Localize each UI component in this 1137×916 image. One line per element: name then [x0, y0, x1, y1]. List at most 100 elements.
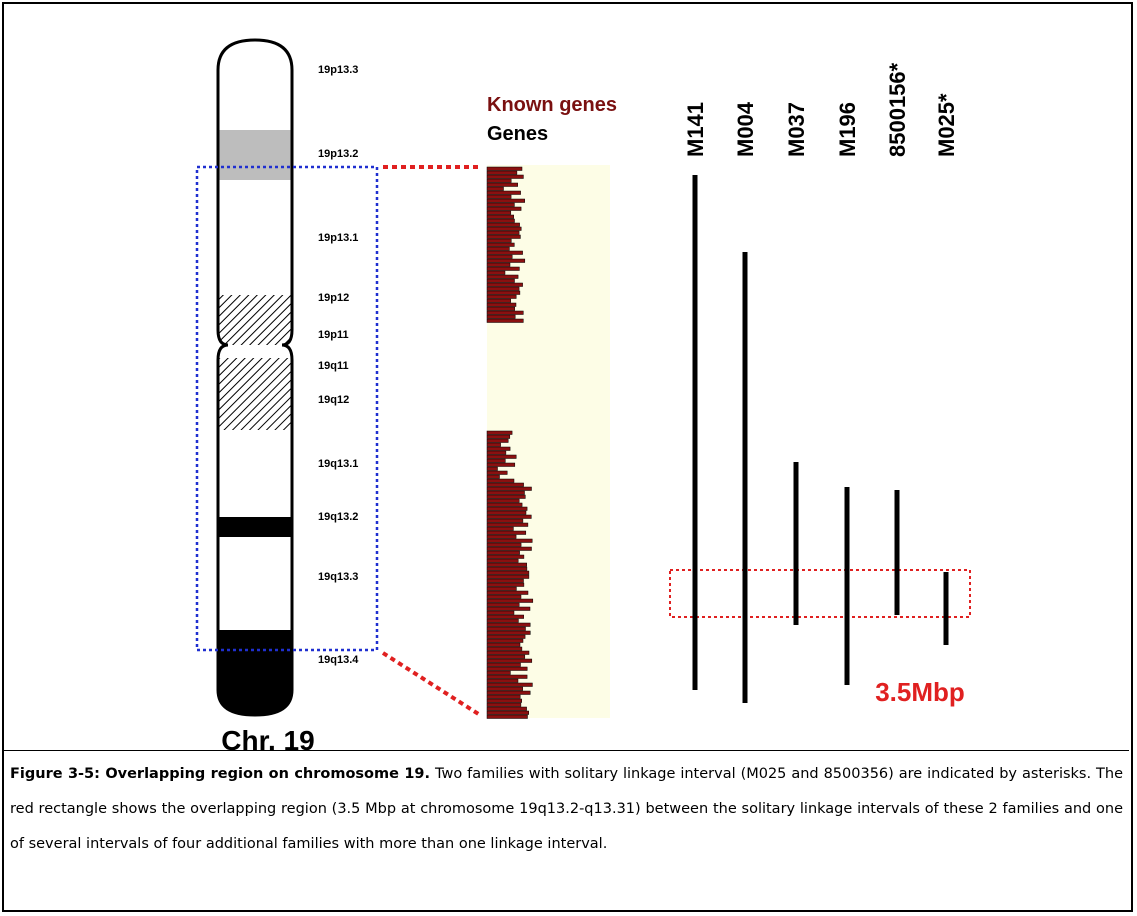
- gene-bar: [487, 515, 531, 519]
- gene-bar: [487, 703, 521, 707]
- gene-bar: [487, 627, 526, 631]
- gene-bar: [487, 519, 523, 523]
- gene-bar: [487, 483, 524, 487]
- caption: Figure 3-5: Overlapping region on chromo…: [4, 750, 1129, 862]
- gene-bar: [487, 707, 527, 711]
- gene-bar: [487, 251, 523, 255]
- gene-bar: [487, 711, 529, 715]
- chromosome: [210, 35, 300, 725]
- gene-bar: [487, 611, 514, 615]
- gene-bar: [487, 547, 532, 551]
- band-label: 19p13.1: [318, 232, 358, 244]
- band-label: 19q13.3: [318, 571, 358, 583]
- gene-bar: [487, 191, 521, 195]
- gene-bar: [487, 307, 515, 311]
- gene-bar: [487, 687, 523, 691]
- gene-bar: [487, 207, 521, 211]
- gene-bar: [487, 579, 524, 583]
- gene-bar: [487, 227, 521, 231]
- gene-bar: [487, 595, 521, 599]
- gene-bar: [487, 263, 510, 267]
- figure: Known genes Genes 3.5Mbp Chr. 19 19p13.3…: [0, 0, 1137, 750]
- gene-bar: [487, 455, 516, 459]
- zoom-line: [383, 653, 480, 715]
- gene-bar: [487, 447, 510, 451]
- gene-bar: [487, 463, 515, 467]
- gene-bar: [487, 271, 505, 275]
- gene-bar: [487, 699, 522, 703]
- legend-genes: Genes: [487, 123, 548, 145]
- gene-bar: [487, 671, 510, 675]
- gene-bar: [487, 647, 522, 651]
- gene-bar: [487, 235, 520, 239]
- gene-bar: [487, 199, 525, 203]
- gene-bar: [487, 623, 530, 627]
- gene-bar: [487, 479, 514, 483]
- band-label: 19p12: [318, 292, 349, 304]
- gene-bar: [487, 663, 521, 667]
- gene-bar: [487, 243, 514, 247]
- gene-bar: [487, 659, 532, 663]
- gene-bar: [487, 583, 524, 587]
- gene-bar: [487, 183, 518, 187]
- family-label: M141: [683, 102, 708, 157]
- gene-bar: [487, 239, 511, 243]
- gene-bar: [487, 591, 528, 595]
- gene-bar: [487, 275, 518, 279]
- gene-bar: [487, 695, 520, 699]
- gene-bar: [487, 303, 516, 307]
- caption-label: Figure 3-5: Overlapping region on chromo…: [10, 766, 430, 782]
- gene-bar: [487, 215, 514, 219]
- gene-bar: [487, 315, 515, 319]
- gene-bar: [487, 487, 532, 491]
- gene-bar: [487, 231, 519, 235]
- gene-bar: [487, 587, 516, 591]
- family-label: 8500156*: [885, 62, 910, 157]
- gene-bar: [487, 255, 512, 259]
- gene-bar: [487, 175, 523, 179]
- band-label: 19q13.4: [318, 654, 359, 666]
- gene-bar: [487, 563, 527, 567]
- gene-bar: [487, 179, 511, 183]
- gene-bar: [487, 319, 523, 323]
- gene-bar: [487, 467, 498, 471]
- band-label: 19q13.1: [318, 458, 358, 470]
- gene-bar: [487, 567, 527, 571]
- gene-bar: [487, 203, 514, 207]
- gene-bar: [487, 635, 525, 639]
- gene-bar: [487, 555, 524, 559]
- gene-bar: [487, 655, 525, 659]
- gene-bar: [487, 247, 509, 251]
- gene-bar: [487, 187, 504, 191]
- gene-bar: [487, 459, 505, 463]
- gene-bar: [487, 287, 519, 291]
- gene-bar: [487, 267, 519, 271]
- gene-bar: [487, 539, 532, 543]
- gene-bar: [487, 503, 522, 507]
- gene-bar: [487, 171, 517, 175]
- gene-bar: [487, 299, 511, 303]
- gene-bar: [487, 651, 529, 655]
- gene-bar: [487, 211, 511, 215]
- band-label: 19p13.3: [318, 64, 358, 76]
- gene-bar: [487, 283, 523, 287]
- gene-bar: [487, 667, 527, 671]
- gene-bar: [487, 679, 518, 683]
- gene-bar: [487, 631, 530, 635]
- gene-bar: [487, 499, 519, 503]
- gene-bar: [487, 219, 515, 223]
- gene-bar: [487, 575, 529, 579]
- gene-bar: [487, 715, 528, 719]
- family-label: M037: [784, 102, 809, 157]
- gene-bar: [487, 167, 522, 171]
- band-label: 19p11: [318, 329, 349, 341]
- gene-bar: [487, 643, 520, 647]
- region-label: 3.5Mbp: [875, 677, 965, 707]
- gene-bar: [487, 599, 533, 603]
- band-label: 19p13.2: [318, 148, 358, 160]
- chromosome-label: Chr. 19: [221, 725, 314, 750]
- gene-bar: [487, 523, 528, 527]
- gene-bar: [487, 451, 506, 455]
- gene-bar: [487, 535, 516, 539]
- gene-bar: [487, 619, 518, 623]
